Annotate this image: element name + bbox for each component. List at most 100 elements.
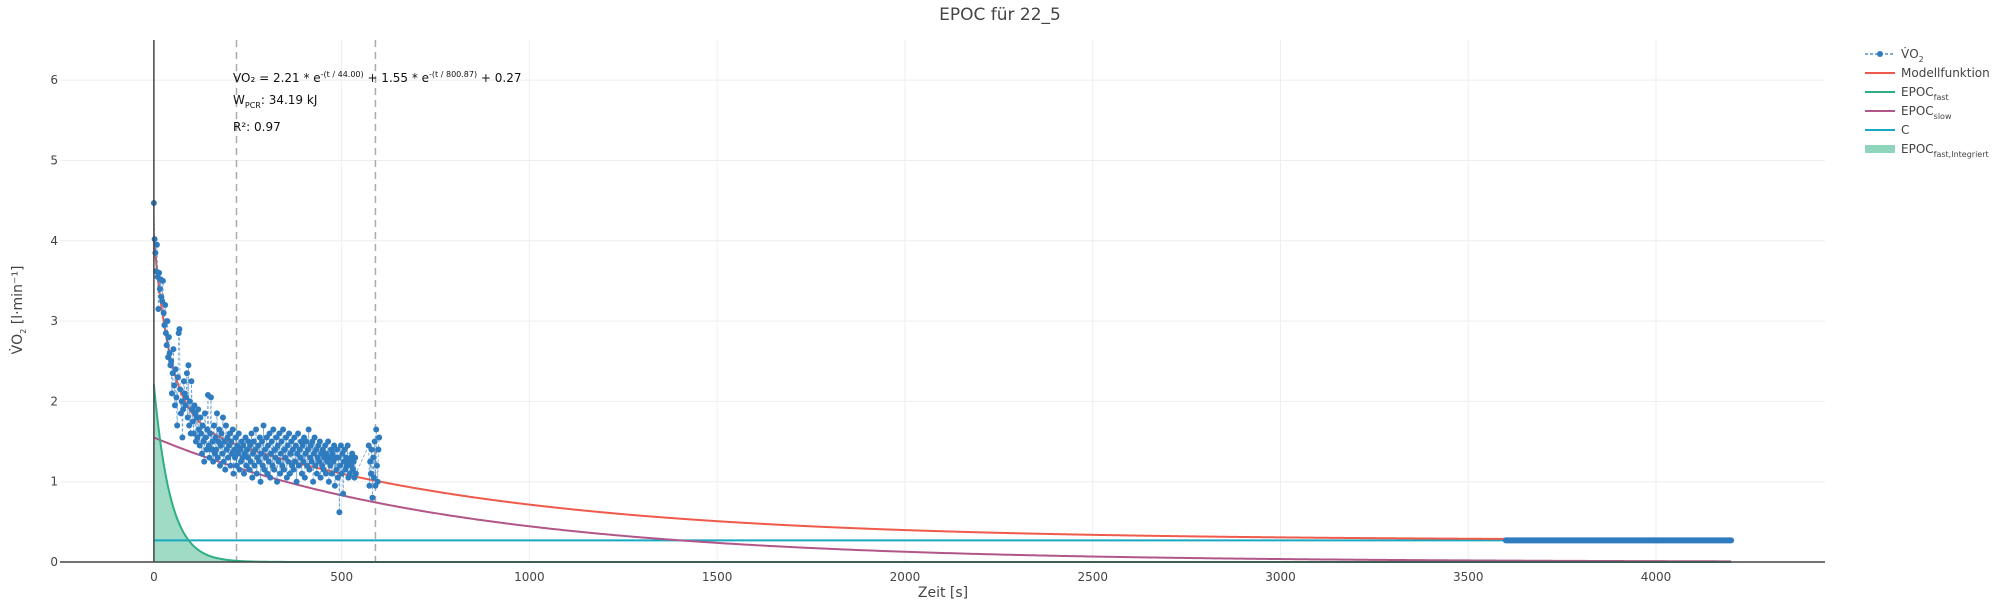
vo2-data-point [188, 378, 195, 385]
vo2-data-point [336, 509, 343, 516]
vo2-data-point [352, 470, 359, 477]
vo2-data-point [277, 450, 284, 457]
legend-item[interactable]: V̇O2 [1865, 47, 1924, 64]
vo2-data-point [201, 410, 208, 417]
x-axis-title: Zeit [s] [918, 585, 968, 600]
vo2-data-point [246, 466, 253, 473]
vo2-data-point [280, 426, 287, 433]
vo2-data-point [206, 454, 213, 461]
vo2-data-point [337, 462, 344, 469]
vo2-data-point [253, 426, 260, 433]
y-tick-label: 5 [50, 153, 58, 167]
vo2-data-point [219, 414, 226, 421]
vo2-data-point [278, 438, 285, 445]
vo2-data-point [258, 450, 265, 457]
vo2-data-point [156, 269, 163, 276]
vo2-data-point [236, 466, 243, 473]
legend-label: EPOCfast,Integriert [1901, 142, 1989, 159]
vo2-data-point [255, 442, 262, 449]
vo2-data-point [151, 236, 158, 243]
vo2-data-point [191, 402, 198, 409]
vo2-data-point [247, 442, 254, 449]
vo2-data-point [267, 474, 274, 481]
x-tick-label: 1500 [702, 570, 733, 584]
vo2-data-point [256, 458, 263, 465]
vo2-data-point [306, 466, 313, 473]
vo2-data-point [164, 318, 171, 325]
vo2-data-point [250, 438, 257, 445]
vo2-data-point [201, 458, 208, 465]
vo2-data-point [334, 474, 341, 481]
vo2-data-point [295, 462, 302, 469]
vo2-data-point [300, 458, 307, 465]
vo2-data-point [240, 442, 247, 449]
x-tick-label: 0 [150, 570, 158, 584]
vo2-data-point [299, 442, 306, 449]
formula-annotation: VO₂ = 2.21 * e-(t / 44.00) + 1.55 * e-(t… [233, 70, 522, 134]
vo2-data-point [160, 310, 167, 317]
vo2-data-point [173, 394, 180, 401]
y-tick-label: 1 [50, 475, 58, 489]
vo2-data-point [186, 422, 193, 429]
vo2-data-point [162, 302, 169, 309]
vo2-data-point [340, 490, 347, 497]
vo2-data-point [285, 458, 292, 465]
legend-item[interactable]: Modellfunktion [1865, 66, 1990, 80]
vo2-data-point [328, 470, 335, 477]
vo2-data-point [290, 466, 297, 473]
vo2-data-point [373, 462, 380, 469]
x-tick-label: 4000 [1641, 570, 1672, 584]
vo2-data-point [172, 366, 179, 373]
vo2-data-point [265, 442, 272, 449]
vo2-data-point [373, 426, 380, 433]
vo2-data-point [325, 438, 332, 445]
epoc-fast-integrated-area [153, 384, 237, 562]
vo2-data-point [220, 458, 227, 465]
vo2-data-point [213, 410, 220, 417]
vo2-data-point [270, 426, 277, 433]
legend-item[interactable]: EPOCfast,Integriert [1865, 142, 1989, 159]
vo2-data-point [156, 285, 163, 292]
legend-item[interactable]: EPOCfast [1865, 85, 1949, 102]
vo2-data-point [165, 334, 172, 341]
vo2-data-point [311, 434, 318, 441]
vo2-data-point [277, 470, 284, 477]
legend-item[interactable]: EPOCslow [1865, 104, 1952, 121]
y-tick-label: 3 [50, 314, 58, 328]
legend-label: EPOCfast [1901, 85, 1949, 102]
vo2-data-point [230, 470, 237, 477]
vo2-data-point [225, 454, 232, 461]
vo2-data-point [177, 386, 184, 393]
x-tick-label: 3500 [1453, 570, 1484, 584]
vo2-data-point [202, 434, 209, 441]
vo2-data-point [198, 430, 205, 437]
vo2-data-point [322, 470, 329, 477]
vo2-data-point [207, 430, 214, 437]
vo2-data-point [374, 478, 381, 485]
y-tick-label: 0 [50, 555, 58, 569]
vo2-data-point [265, 458, 272, 465]
vo2-data-point [178, 398, 185, 405]
vo2-data-point [292, 458, 299, 465]
vo2-data-point [333, 466, 340, 473]
model-function-line [152, 238, 1732, 541]
vo2-data-point [259, 438, 266, 445]
vo2-data-point [174, 422, 181, 429]
vo2-data-point [295, 430, 302, 437]
x-tick-label: 2000 [890, 570, 921, 584]
vo2-data-point [293, 478, 300, 485]
vo2-data-point [313, 470, 320, 477]
vo2-data-point [213, 446, 220, 453]
legend[interactable]: V̇O2 Modellfunktion EPOCfast EPOCslow C EPOCf… [1865, 47, 1990, 159]
vo2-data-point [370, 454, 377, 461]
vo2-data-point [305, 426, 312, 433]
vo2-data-point [249, 474, 256, 481]
epoc-slow-line [153, 436, 1732, 563]
vo2-data-point [271, 466, 278, 473]
vo2-data-point [228, 438, 235, 445]
legend-item[interactable]: C [1865, 123, 1909, 137]
vo2-data-point [344, 442, 351, 449]
vo2-data-point [286, 470, 293, 477]
vo2-data-point [190, 430, 197, 437]
vo2-data-point [222, 422, 229, 429]
